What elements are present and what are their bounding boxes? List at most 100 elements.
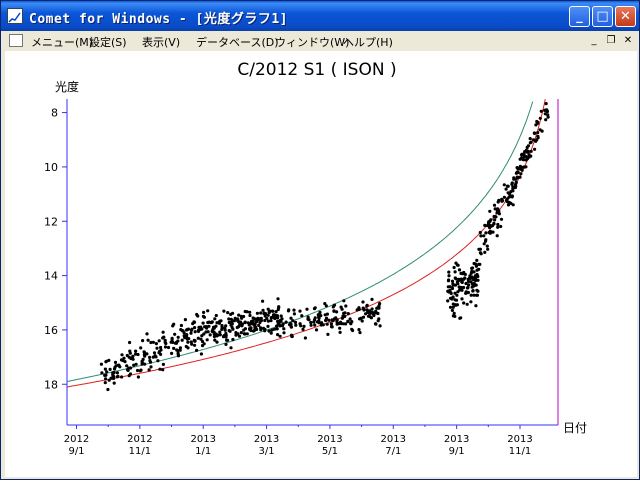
observation-point bbox=[212, 326, 216, 330]
observation-point bbox=[196, 328, 200, 332]
x-axis-label: 日付 bbox=[563, 421, 587, 435]
observation-point bbox=[361, 315, 366, 319]
observation-point bbox=[120, 353, 124, 357]
menu-item-menu[interactable]: メニュー(M) bbox=[31, 36, 94, 49]
observation-point bbox=[230, 325, 234, 329]
observation-point bbox=[290, 334, 294, 338]
observation-point bbox=[327, 318, 331, 322]
observation-point bbox=[355, 308, 359, 312]
observation-point bbox=[128, 349, 132, 353]
observation-point bbox=[474, 278, 478, 283]
observation-point bbox=[271, 313, 275, 317]
maximize-button[interactable]: □ bbox=[592, 6, 613, 27]
observation-point bbox=[305, 307, 309, 311]
observation-point bbox=[184, 344, 188, 349]
observation-point bbox=[157, 339, 161, 343]
observation-point bbox=[139, 368, 143, 372]
observation-point bbox=[205, 338, 209, 342]
observation-point bbox=[269, 319, 273, 323]
observation-point bbox=[348, 317, 352, 321]
observation-point bbox=[242, 328, 246, 332]
observation-point bbox=[263, 318, 267, 323]
observation-point bbox=[325, 322, 329, 326]
menu-item-view[interactable]: 表示(V) bbox=[142, 36, 181, 49]
observation-point bbox=[494, 215, 498, 219]
observation-point bbox=[122, 356, 126, 360]
observation-point bbox=[163, 345, 168, 349]
observation-point bbox=[210, 320, 214, 324]
observation-point bbox=[511, 187, 515, 191]
observation-point bbox=[483, 250, 487, 254]
menu-item-help[interactable]: ヘルプ(H) bbox=[343, 36, 393, 49]
observation-point bbox=[193, 343, 197, 347]
observation-point bbox=[536, 131, 540, 135]
observation-point bbox=[210, 329, 214, 333]
mdi-minimize-button[interactable]: _ bbox=[591, 35, 597, 46]
observation-point bbox=[478, 262, 482, 266]
observation-point bbox=[309, 323, 313, 327]
observation-point bbox=[335, 310, 339, 314]
observation-point bbox=[446, 279, 451, 283]
observation-point bbox=[176, 339, 180, 343]
menu-item-database[interactable]: データベース(D) bbox=[196, 36, 279, 49]
observation-point bbox=[497, 212, 501, 216]
observation-point bbox=[478, 247, 482, 251]
app-icon[interactable] bbox=[7, 8, 23, 24]
observation-point bbox=[544, 118, 548, 122]
observation-point bbox=[330, 325, 334, 329]
observation-point bbox=[213, 317, 217, 321]
observation-point bbox=[342, 299, 346, 303]
observation-point bbox=[511, 203, 515, 207]
minimize-button[interactable]: _ bbox=[569, 6, 590, 27]
observation-point bbox=[529, 149, 533, 153]
observation-point bbox=[243, 320, 247, 324]
observation-point bbox=[536, 120, 540, 124]
observation-point bbox=[463, 276, 467, 280]
observation-point bbox=[453, 314, 457, 318]
observation-point bbox=[451, 302, 455, 306]
menu-item-window[interactable]: ウィンドウ(W) bbox=[275, 36, 350, 49]
close-button[interactable]: ✕ bbox=[615, 6, 636, 27]
observation-point bbox=[166, 345, 171, 350]
observation-point bbox=[524, 158, 528, 162]
observation-point bbox=[526, 144, 531, 148]
observation-point bbox=[462, 301, 466, 305]
observation-point bbox=[292, 312, 296, 316]
observation-point bbox=[314, 328, 319, 332]
observation-point bbox=[460, 278, 465, 282]
observation-point bbox=[499, 217, 504, 221]
observation-point bbox=[161, 336, 165, 340]
document-icon[interactable] bbox=[9, 34, 23, 47]
observation-point bbox=[331, 319, 335, 323]
observation-point bbox=[193, 326, 197, 330]
observation-point bbox=[199, 352, 203, 356]
observation-point bbox=[376, 306, 380, 310]
observation-point bbox=[488, 219, 492, 223]
observation-point bbox=[488, 209, 492, 213]
observation-point bbox=[195, 348, 199, 352]
observation-point bbox=[326, 332, 330, 336]
observation-point bbox=[217, 321, 221, 325]
observation-point bbox=[491, 230, 495, 234]
observation-point bbox=[259, 311, 263, 315]
observation-point bbox=[303, 336, 307, 340]
observation-point bbox=[185, 328, 189, 332]
observation-point bbox=[274, 310, 278, 314]
brightness-chart[interactable]: C/2012 S1 ( ISON ) 光度 日付 8 10 12 14 16 18 201… bbox=[5, 51, 637, 477]
observation-point bbox=[149, 340, 153, 345]
menu-item-settings[interactable]: 設定(S) bbox=[89, 36, 127, 49]
observation-point bbox=[470, 266, 475, 270]
mdi-close-button[interactable]: ✕ bbox=[623, 35, 633, 46]
observation-point bbox=[207, 320, 211, 324]
observation-point bbox=[224, 342, 228, 346]
observation-point bbox=[248, 327, 252, 331]
observation-point bbox=[255, 311, 259, 315]
observation-point bbox=[291, 319, 295, 323]
mdi-restore-button[interactable]: ❐ bbox=[606, 35, 616, 46]
observation-point bbox=[119, 358, 124, 362]
title-bar[interactable]: Comet for Windows - [光度グラフ1] _ □ ✕ bbox=[1, 1, 639, 31]
observation-point bbox=[148, 359, 152, 363]
observation-point bbox=[365, 304, 369, 308]
observation-point bbox=[202, 332, 206, 336]
observation-point bbox=[106, 387, 110, 392]
